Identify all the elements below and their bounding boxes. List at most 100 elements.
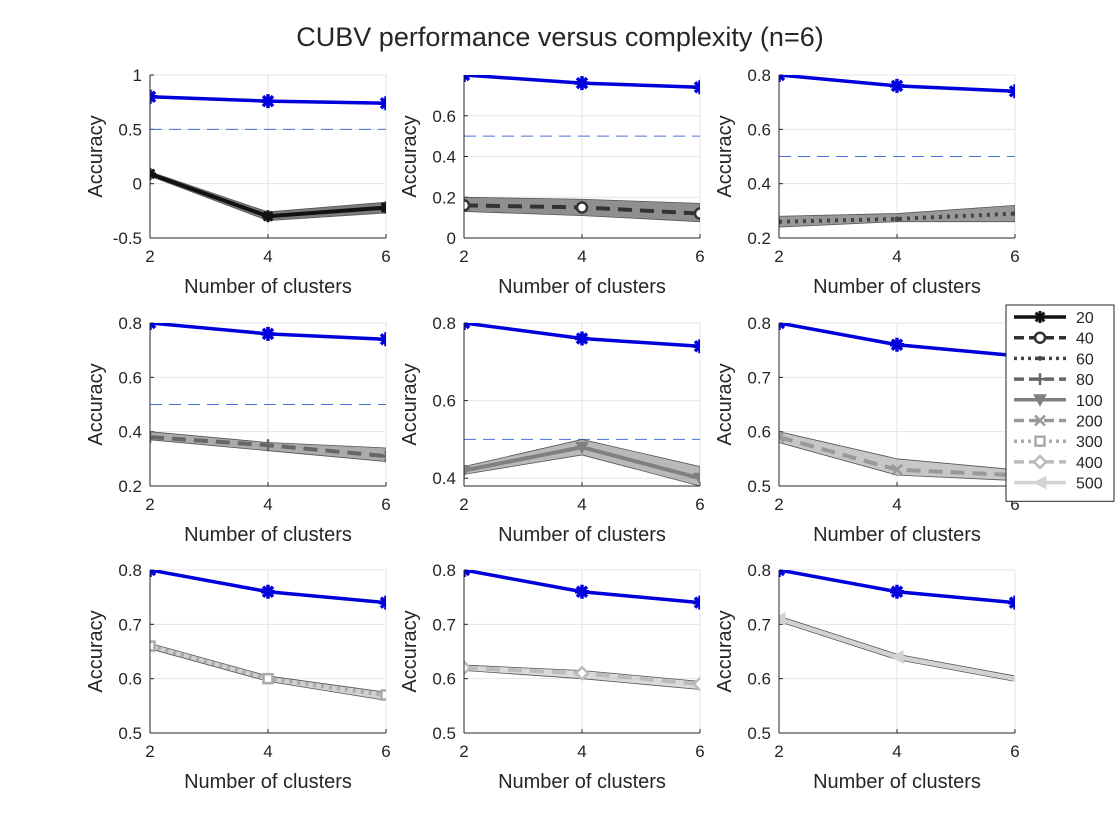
y-axis-label: Accuracy (85, 115, 107, 197)
point-cubv (379, 595, 386, 610)
x-tick-label: 4 (577, 495, 586, 514)
legend-label: 100 (1076, 393, 1103, 410)
x-tick-label: 2 (459, 247, 468, 266)
x-tick-label: 4 (577, 742, 586, 761)
y-tick-label: 0.6 (432, 107, 456, 126)
y-tick-label: 0 (447, 229, 456, 248)
legend-marker (1032, 475, 1047, 490)
point-40 (575, 201, 589, 214)
point-100 (464, 464, 471, 478)
figure-title: CUBV performance versus complexity (n=6) (296, 22, 823, 52)
legend-marker (1034, 373, 1046, 386)
x-axis-label: Number of clusters (498, 524, 666, 546)
legend-entry-100: 100 (1014, 393, 1103, 410)
y-tick-label: 0.2 (118, 477, 142, 496)
y-tick-label: 0.7 (747, 615, 771, 634)
y-tick-label: 0.7 (432, 615, 456, 634)
y-tick-label: 0.2 (432, 188, 456, 207)
y-tick-label: 0.6 (432, 670, 456, 689)
legend-entry-40: 40 (1014, 331, 1094, 348)
point-80 (150, 431, 156, 444)
point-cubv (261, 326, 275, 341)
x-tick-label: 6 (381, 247, 390, 266)
y-tick-label: 0.5 (118, 724, 142, 743)
legend-marker (1034, 311, 1046, 323)
point-80 (380, 450, 386, 463)
x-tick-label: 2 (774, 495, 783, 514)
subplot-2: 2 4 6 0 0.2 0.4 0.6 Number of clusters Accuracy (399, 75, 705, 298)
point-100 (575, 441, 589, 455)
x-tick-label: 4 (263, 742, 272, 761)
y-tick-label: 0.7 (118, 615, 142, 634)
x-tick-label: 6 (381, 495, 390, 514)
y-tick-label: 0.5 (432, 724, 456, 743)
point-60 (779, 219, 782, 225)
x-tick-label: 2 (774, 247, 783, 266)
x-axis-label: Number of clusters (498, 276, 666, 298)
legend-entry-60: 60 (1014, 351, 1094, 368)
legend: 20 40 60 80 100 200 300 400 500 (1005, 304, 1115, 502)
point-200 (891, 463, 903, 476)
subplot-1: 2 4 6 -0.5 0 0.5 1 Number of clusters Accuracy (85, 66, 391, 298)
y-tick-label: -0.5 (113, 229, 142, 248)
point-cubv (379, 332, 386, 347)
point-cubv (379, 96, 386, 111)
point-20 (262, 210, 274, 223)
x-axis-label: Number of clusters (184, 276, 352, 298)
y-tick-label: 0.5 (747, 724, 771, 743)
legend-entry-400: 400 (1014, 454, 1103, 472)
legend-entry-80: 80 (1014, 372, 1094, 389)
y-tick-label: 0.6 (118, 368, 142, 387)
x-tick-label: 4 (263, 247, 272, 266)
point-cubv (890, 337, 904, 352)
point-400 (692, 676, 700, 692)
point-40 (693, 207, 700, 220)
y-tick-label: 0.4 (747, 175, 771, 194)
legend-entry-200: 200 (1014, 414, 1103, 431)
subplot-8: 2 4 6 0.5 0.6 0.7 0.8 Number of clusters Accurac… (399, 561, 705, 793)
point-20 (380, 201, 386, 214)
subplot-9: 2 4 6 0.5 0.6 0.7 0.8 Number of clusters Accurac… (714, 561, 1020, 793)
legend-entry-500: 500 (1014, 476, 1103, 493)
y-axis-label: Accuracy (399, 115, 421, 197)
x-tick-label: 2 (774, 742, 783, 761)
point-cubv (261, 94, 275, 109)
point-cubv (890, 78, 904, 93)
y-axis-label: Accuracy (85, 610, 107, 692)
legend-marker (1034, 414, 1046, 427)
legend-label: 200 (1076, 414, 1103, 431)
x-tick-label: 4 (892, 495, 901, 514)
x-tick-label: 2 (459, 742, 468, 761)
legend-entry-20: 20 (1014, 310, 1094, 327)
y-axis-label: Accuracy (714, 363, 736, 445)
y-tick-label: 0.6 (747, 670, 771, 689)
legend-label: 500 (1076, 476, 1103, 493)
point-400 (574, 665, 590, 682)
y-tick-label: 0.8 (118, 314, 142, 333)
x-tick-label: 6 (695, 495, 704, 514)
legend-marker (1032, 454, 1048, 470)
point-400 (464, 660, 472, 676)
x-tick-label: 2 (145, 247, 154, 266)
y-tick-label: 0.5 (747, 477, 771, 496)
point-cubv (575, 76, 589, 91)
subplot-7: 2 4 6 0.5 0.6 0.7 0.8 Number of clusters Accurac… (85, 561, 391, 793)
y-tick-label: 0.2 (747, 229, 771, 248)
point-60 (1012, 211, 1015, 217)
y-tick-label: 0.6 (432, 392, 456, 411)
x-tick-label: 6 (1010, 247, 1019, 266)
x-tick-label: 4 (892, 247, 901, 266)
x-axis-label: Number of clusters (813, 276, 981, 298)
x-tick-label: 4 (577, 247, 586, 266)
y-axis-label: Accuracy (714, 610, 736, 692)
legend-entry-300: 300 (1014, 434, 1103, 451)
point-cubv (693, 595, 700, 610)
y-tick-label: 0.8 (747, 314, 771, 333)
point-300 (150, 640, 156, 652)
point-cubv (890, 584, 904, 599)
y-tick-label: 0.4 (432, 148, 456, 167)
point-500 (1007, 675, 1015, 683)
point-cubv (261, 584, 275, 599)
y-tick-label: 0.7 (747, 368, 771, 387)
